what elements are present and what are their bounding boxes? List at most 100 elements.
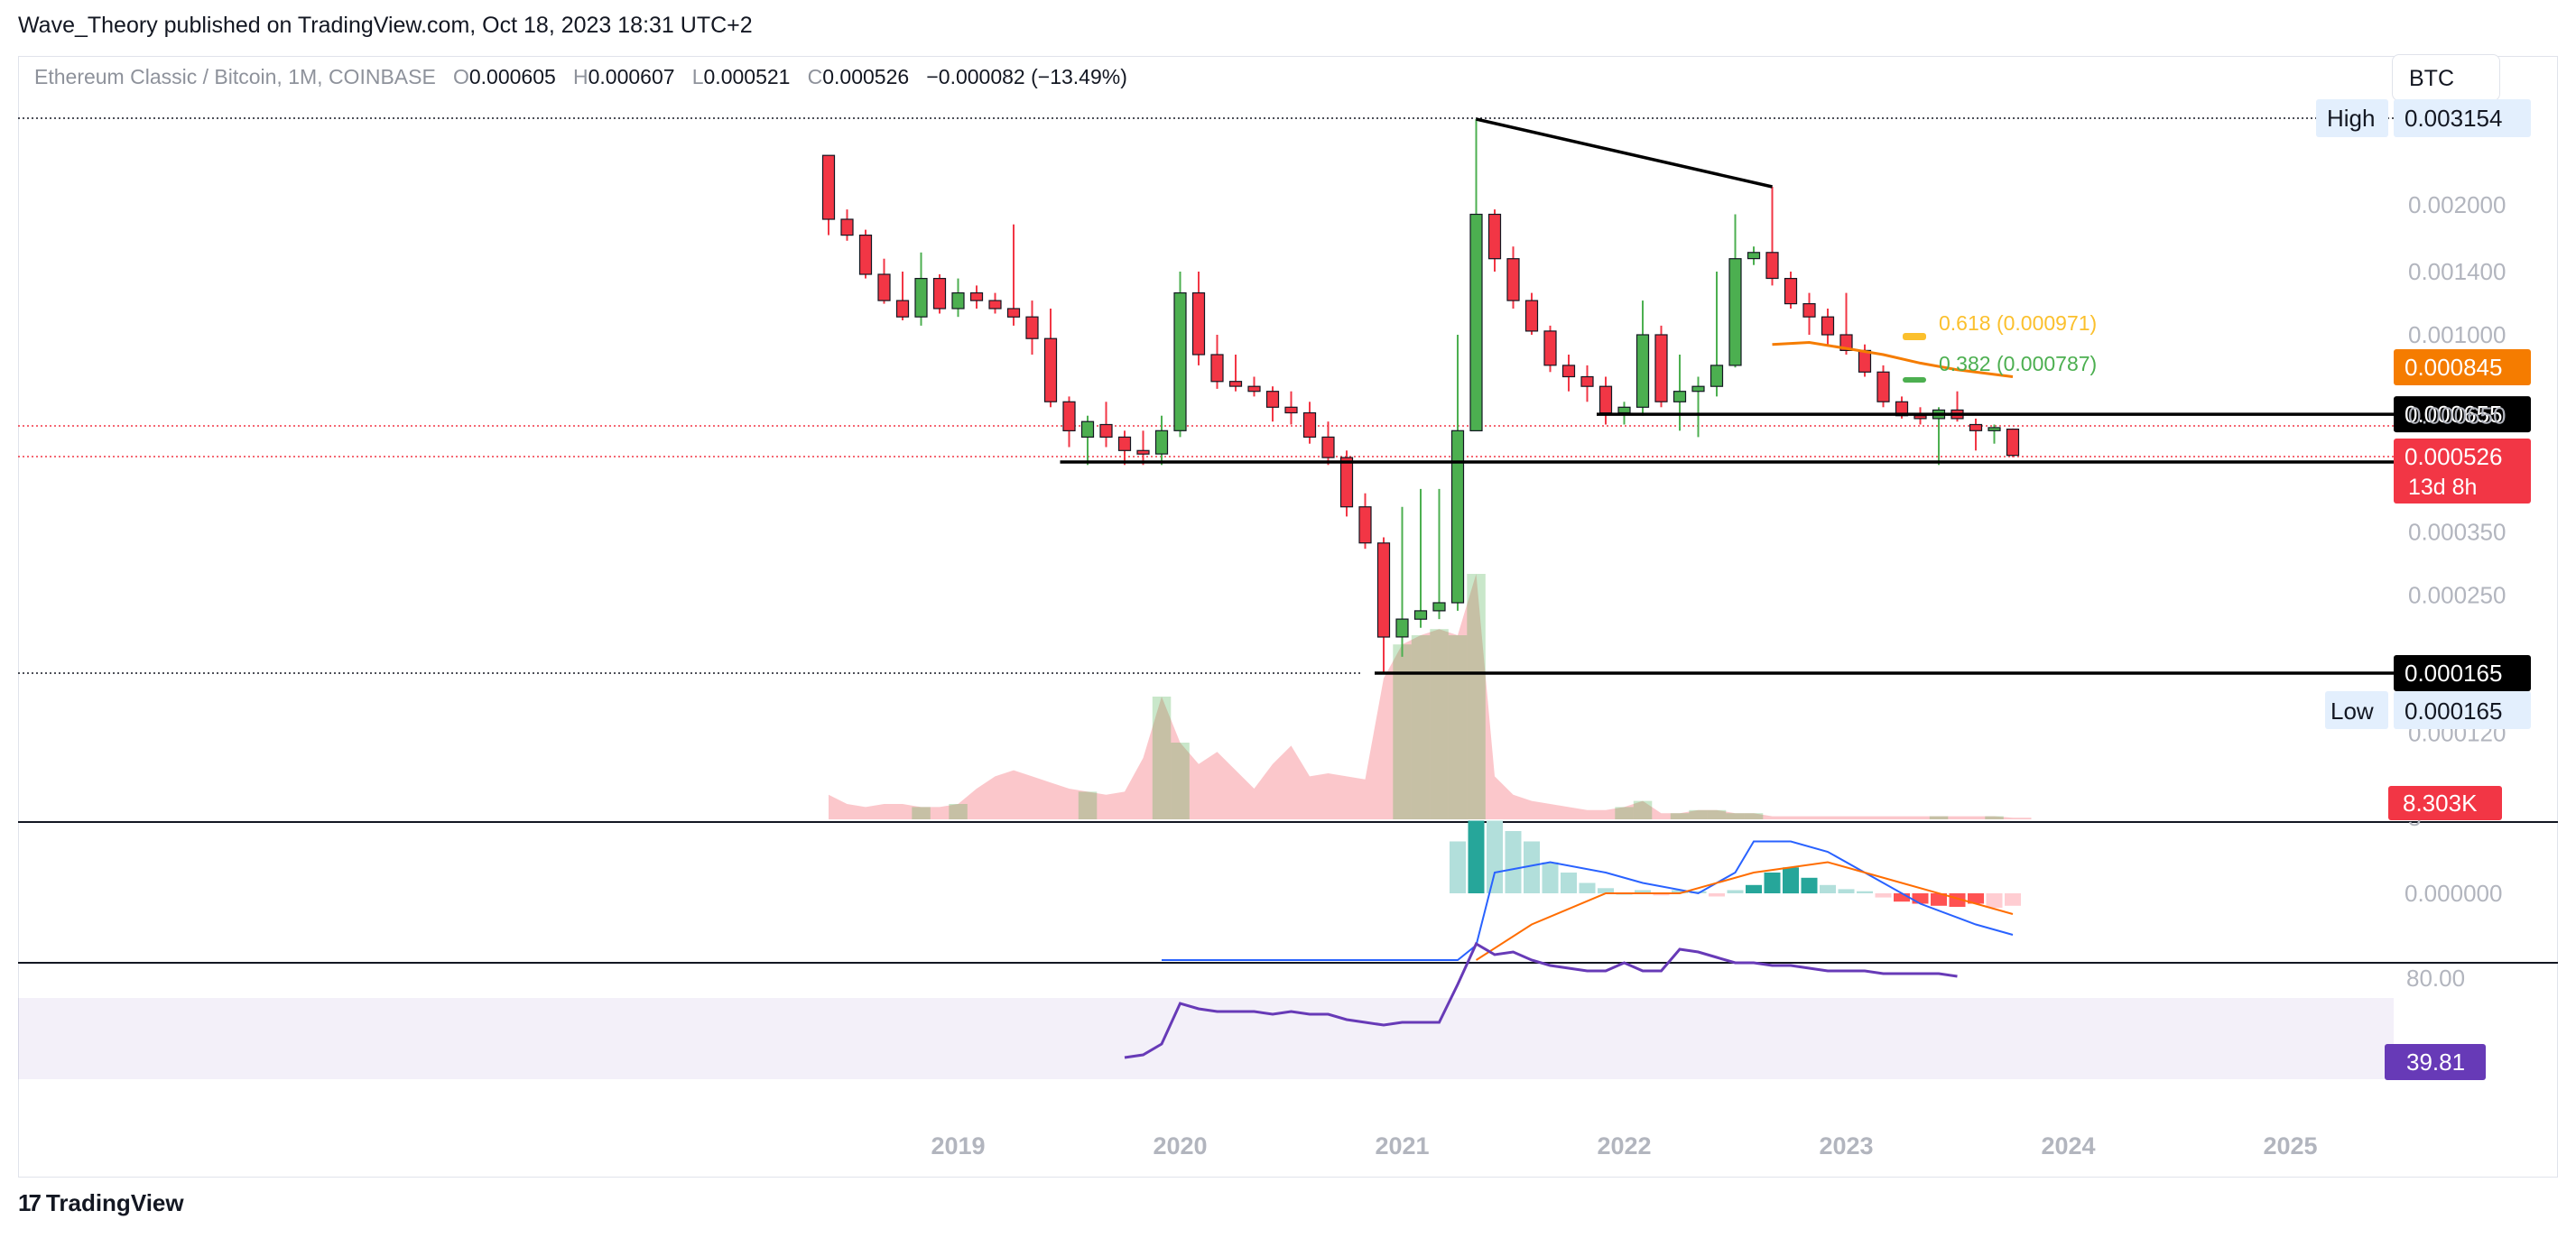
- macd-histogram-bar: [1579, 882, 1596, 893]
- macd-histogram-bar: [1561, 873, 1577, 893]
- year-tick-label: 2020: [1154, 1132, 1208, 1159]
- level-price-tag: [2394, 655, 2531, 691]
- ma-value-tag: [2394, 349, 2531, 385]
- volume-up-bar: [1078, 791, 1098, 819]
- volume-up-bar: [1707, 809, 1727, 819]
- volume-value-tag: [2388, 786, 2502, 820]
- candle-body: [1469, 213, 1483, 431]
- macd-line: [1162, 840, 2014, 961]
- price-tick-label: 0.001400: [2408, 258, 2506, 285]
- candle-body: [1728, 258, 1742, 366]
- candle-body: [1969, 423, 1983, 431]
- candle-body: [1506, 258, 1520, 301]
- candle-body: [1062, 401, 1076, 431]
- candle-body: [1673, 391, 1687, 402]
- candle-body: [2006, 429, 2020, 457]
- symbol-legend: Ethereum Classic / Bitcoin, 1M, COINBASE…: [34, 65, 1127, 89]
- candle-body: [1265, 391, 1280, 408]
- resistance-trendline: [1476, 117, 1773, 189]
- rsi-line: [1124, 941, 1958, 1059]
- candle-body: [1617, 406, 1631, 414]
- macd-histogram-bar: [1505, 831, 1522, 893]
- volume-up-bar: [1726, 813, 1745, 819]
- candle-body: [1561, 365, 1576, 378]
- bar-countdown-label: 13d 8h: [2408, 475, 2477, 500]
- volume-up-bar: [1171, 743, 1190, 819]
- volume-up-bar: [1929, 816, 1949, 819]
- macd-histogram-bar: [1912, 893, 1929, 904]
- candle-body: [1025, 316, 1039, 339]
- tradingview-footer[interactable]: 17 TradingView: [18, 1189, 184, 1217]
- year-tick-label: 2021: [1376, 1132, 1430, 1159]
- macd-histogram-bar: [1653, 893, 1670, 896]
- low-value: 0.000521: [703, 65, 791, 88]
- symbol-name: Ethereum Classic / Bitcoin, 1M, COINBASE: [34, 65, 436, 88]
- macd-histogram-bar: [1838, 889, 1855, 893]
- candle-body: [1321, 436, 1335, 458]
- price-tick-label: 0.002000: [2408, 191, 2506, 218]
- macd-histogram-bar: [1468, 820, 1485, 893]
- candle-body: [1858, 349, 1872, 373]
- rsi-value-tag: [2385, 1044, 2486, 1080]
- macd-histogram-bar: [1986, 893, 2003, 909]
- high-value-label: 0.003154: [2405, 105, 2502, 132]
- volume-up-bar: [912, 807, 931, 819]
- volume-value-label: 8.303K: [2403, 790, 2478, 817]
- volume-up-bar: [1985, 816, 2004, 819]
- macd-histogram-bar: [1875, 893, 1892, 898]
- macd-histogram-bar: [1598, 888, 1614, 894]
- candle-body: [1784, 278, 1798, 305]
- year-tick-label: 2019: [931, 1132, 986, 1159]
- price-tick-label: 0.001000: [2408, 321, 2506, 348]
- moving-average-line: [1772, 340, 2014, 378]
- candle-body: [1173, 292, 1187, 431]
- candle-body: [1802, 303, 1816, 318]
- candle-body: [1136, 449, 1150, 455]
- publisher-line: Wave_Theory published on TradingView.com…: [18, 13, 753, 38]
- time-axis: 2019 2020 2021 2022 2023 2024 2025: [931, 1132, 2318, 1159]
- candle-body: [932, 278, 947, 310]
- macd-histogram-bar: [1542, 862, 1559, 893]
- candle-body: [1413, 610, 1428, 620]
- macd-histogram-bar: [1709, 893, 1725, 897]
- macd-histogram-bar: [1690, 891, 1707, 893]
- candle-body: [840, 218, 854, 236]
- candle-body: [1913, 415, 1927, 420]
- candle-body: [1191, 292, 1206, 356]
- level-price-label: 0.000165: [2405, 660, 2502, 687]
- candle-body: [1228, 381, 1243, 387]
- candle-body: [1284, 406, 1298, 414]
- macd-histogram-bar: [1487, 820, 1503, 893]
- high-label: H: [572, 65, 588, 88]
- volume-up-bar: [1689, 809, 1708, 819]
- high-tag: [2316, 99, 2388, 137]
- macd-pane: 0.000000: [18, 820, 2558, 964]
- volume-area-shape: [829, 574, 2032, 819]
- level-price-label: 0.000655: [2405, 401, 2502, 428]
- last-price-tag: [2394, 439, 2531, 504]
- macd-signal-line: [1475, 861, 2014, 961]
- macd-histogram-bar: [1894, 893, 1910, 902]
- volume-up-bar: [1670, 813, 1690, 819]
- candle-body: [895, 300, 910, 318]
- high-tag-label: High: [2327, 105, 2375, 132]
- fib-618-marker: [1903, 333, 1926, 340]
- candle-body: [1358, 506, 1372, 544]
- level-price-tag: [2394, 396, 2531, 433]
- rsi-value-label: 39.81: [2406, 1049, 2465, 1076]
- candle-body: [1154, 430, 1169, 455]
- macd-histogram-bar: [2005, 893, 2021, 906]
- candle-body: [1710, 365, 1724, 387]
- candle-body: [914, 278, 928, 318]
- chart-frame[interactable]: [18, 56, 2558, 1178]
- candle-body: [1598, 385, 1613, 414]
- candle-body: [1876, 371, 1890, 402]
- candle-body: [1747, 252, 1761, 260]
- currency-selector[interactable]: BTC: [2392, 54, 2500, 101]
- candle-body: [877, 273, 891, 301]
- macd-histogram-bar: [1783, 867, 1799, 894]
- rsi-band: [18, 998, 2394, 1079]
- candle-body: [1339, 457, 1354, 508]
- macd-histogram-bar: [1746, 884, 1762, 893]
